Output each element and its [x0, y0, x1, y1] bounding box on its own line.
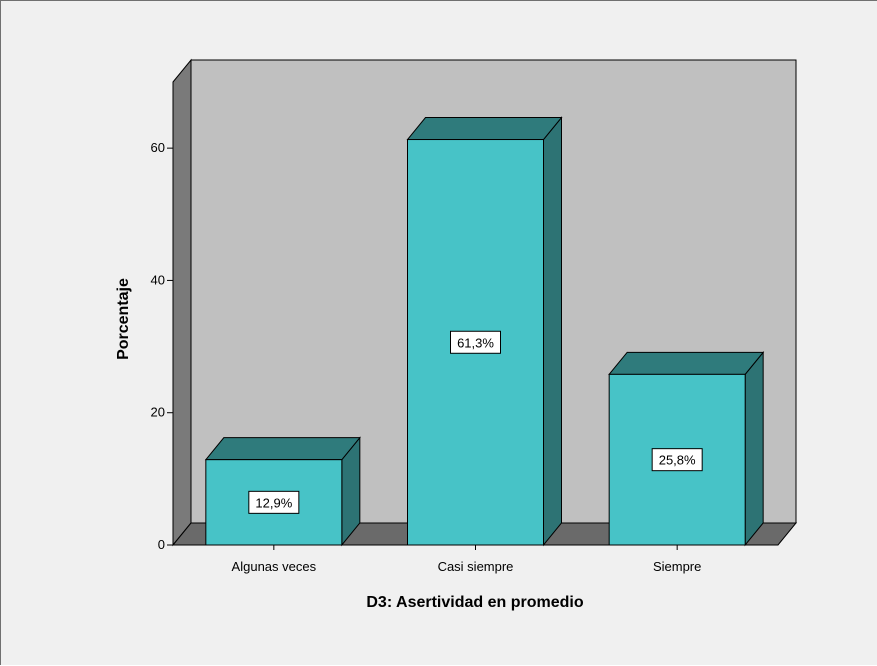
data-label: 61,3% — [457, 335, 494, 350]
x-tick-label: Casi siempre — [438, 559, 514, 574]
y-axis-title: Porcentaje — [115, 278, 132, 360]
bar-top — [204, 437, 361, 461]
data-label: 12,9% — [255, 495, 292, 510]
bars: 12,9% 61,3% 25,8% — [204, 116, 765, 547]
data-label-box — [450, 330, 501, 354]
x-axis-title: D3: Asertividad en promedio — [366, 594, 583, 611]
y-tick-label: 0 — [158, 537, 165, 552]
bar-top — [406, 117, 563, 141]
data-label-box — [651, 448, 703, 472]
bar: 61,3% — [406, 116, 563, 547]
side-wall — [172, 58, 192, 547]
x-tick-label: Algunas veces — [232, 559, 317, 574]
y-tick-label: 60 — [151, 140, 165, 155]
bar-side — [744, 350, 764, 547]
bar: 12,9% — [204, 436, 361, 547]
y-axis: 0 20 40 60 — [151, 82, 174, 552]
data-label-box — [248, 490, 300, 514]
data-label: 25,8% — [659, 453, 696, 468]
x-tick-label: Siempre — [653, 559, 701, 574]
bar-side — [543, 116, 562, 547]
x-axis-labels: Algunas veces Casi siempre Siempre — [232, 545, 701, 574]
bar-top — [608, 351, 765, 375]
bar: 25,8% — [608, 350, 765, 547]
y-tick-label: 20 — [151, 405, 165, 420]
y-tick-label: 40 — [151, 272, 165, 287]
